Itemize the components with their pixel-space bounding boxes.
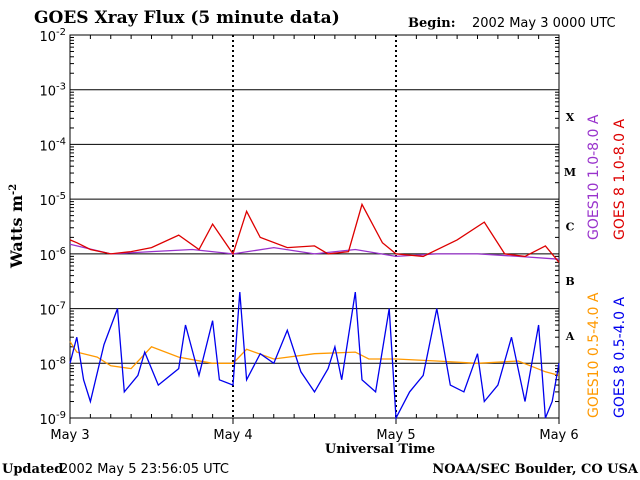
y-axis-label: Watts m-2 bbox=[7, 184, 26, 269]
y-axis-ticks: 10-210-310-410-510-610-710-810-9 bbox=[39, 27, 66, 428]
y-tick-label: 10-8 bbox=[39, 355, 66, 373]
y-tick-exponent: -5 bbox=[56, 191, 66, 202]
x-axis-ticks: May 3 May 4 May 5 May 6 bbox=[50, 35, 579, 443]
flare-class-c: C bbox=[566, 221, 575, 234]
series-layer bbox=[69, 202, 560, 421]
y-tick-exponent: -7 bbox=[56, 301, 66, 312]
y-tick-exponent: -6 bbox=[56, 246, 66, 257]
series-line-3 bbox=[69, 292, 560, 421]
chart-title: GOES Xray Flux (5 minute data) bbox=[34, 8, 340, 28]
y-tick-base: 10 bbox=[39, 30, 56, 45]
legend-goes10-long: GOES10 1.0-8.0 A bbox=[586, 114, 602, 240]
flare-class-a: A bbox=[565, 330, 575, 343]
y-tick-exponent: -3 bbox=[56, 82, 66, 93]
y-tick-base: 10 bbox=[39, 194, 56, 209]
updated-value: 2002 May 5 23:56:05 UTC bbox=[60, 462, 229, 477]
y-tick-label: 10-6 bbox=[39, 246, 66, 264]
x-axis-label: Universal Time bbox=[325, 442, 435, 457]
y-tick-exponent: -9 bbox=[56, 410, 66, 421]
y-tick-label: 10-7 bbox=[39, 301, 66, 319]
y-axis-label-text: Watts m bbox=[7, 195, 26, 269]
series-line-1 bbox=[69, 202, 560, 263]
flare-class-m: M bbox=[564, 166, 576, 179]
x-tick-label: May 5 bbox=[376, 428, 415, 443]
y-tick-base: 10 bbox=[39, 358, 56, 373]
x-tick-label: May 6 bbox=[539, 428, 578, 443]
flare-class-b: B bbox=[565, 275, 574, 288]
legend-goes8-short: GOES 8 0.5-4.0 A bbox=[612, 297, 628, 418]
begin-value: 2002 May 3 0000 UTC bbox=[472, 16, 616, 31]
x-tick-label: May 3 bbox=[50, 428, 89, 443]
y-tick-exponent: -4 bbox=[56, 136, 66, 147]
flare-class-labels: X M C B A bbox=[564, 111, 576, 343]
y-tick-label: 10-5 bbox=[39, 191, 66, 209]
begin-label: Begin: bbox=[408, 16, 456, 31]
y-tick-label: 10-2 bbox=[39, 27, 66, 45]
credit-text: NOAA/SEC Boulder, CO USA bbox=[432, 462, 639, 477]
legend-goes8-long: GOES 8 1.0-8.0 A bbox=[612, 119, 628, 240]
legend-goes10-short: GOES10 0.5-4.0 A bbox=[586, 292, 602, 418]
y-tick-base: 10 bbox=[39, 85, 56, 100]
y-tick-label: 10-3 bbox=[39, 82, 66, 100]
x-tick-label: May 4 bbox=[213, 428, 252, 443]
y-tick-base: 10 bbox=[39, 304, 56, 319]
plot-frame bbox=[69, 34, 560, 419]
series-line-0 bbox=[69, 243, 560, 260]
y-tick-base: 10 bbox=[39, 413, 56, 428]
updated-label: Updated bbox=[2, 462, 63, 477]
y-tick-exponent: -8 bbox=[56, 355, 66, 366]
grid-layer bbox=[70, 35, 559, 418]
y-tick-base: 10 bbox=[39, 139, 56, 154]
y-tick-exponent: -2 bbox=[56, 27, 66, 38]
y-tick-label: 10-9 bbox=[39, 410, 66, 428]
y-axis-label-exponent: -2 bbox=[8, 184, 19, 195]
flare-class-x: X bbox=[566, 111, 575, 124]
y-tick-base: 10 bbox=[39, 249, 56, 264]
y-tick-label: 10-4 bbox=[39, 136, 66, 154]
